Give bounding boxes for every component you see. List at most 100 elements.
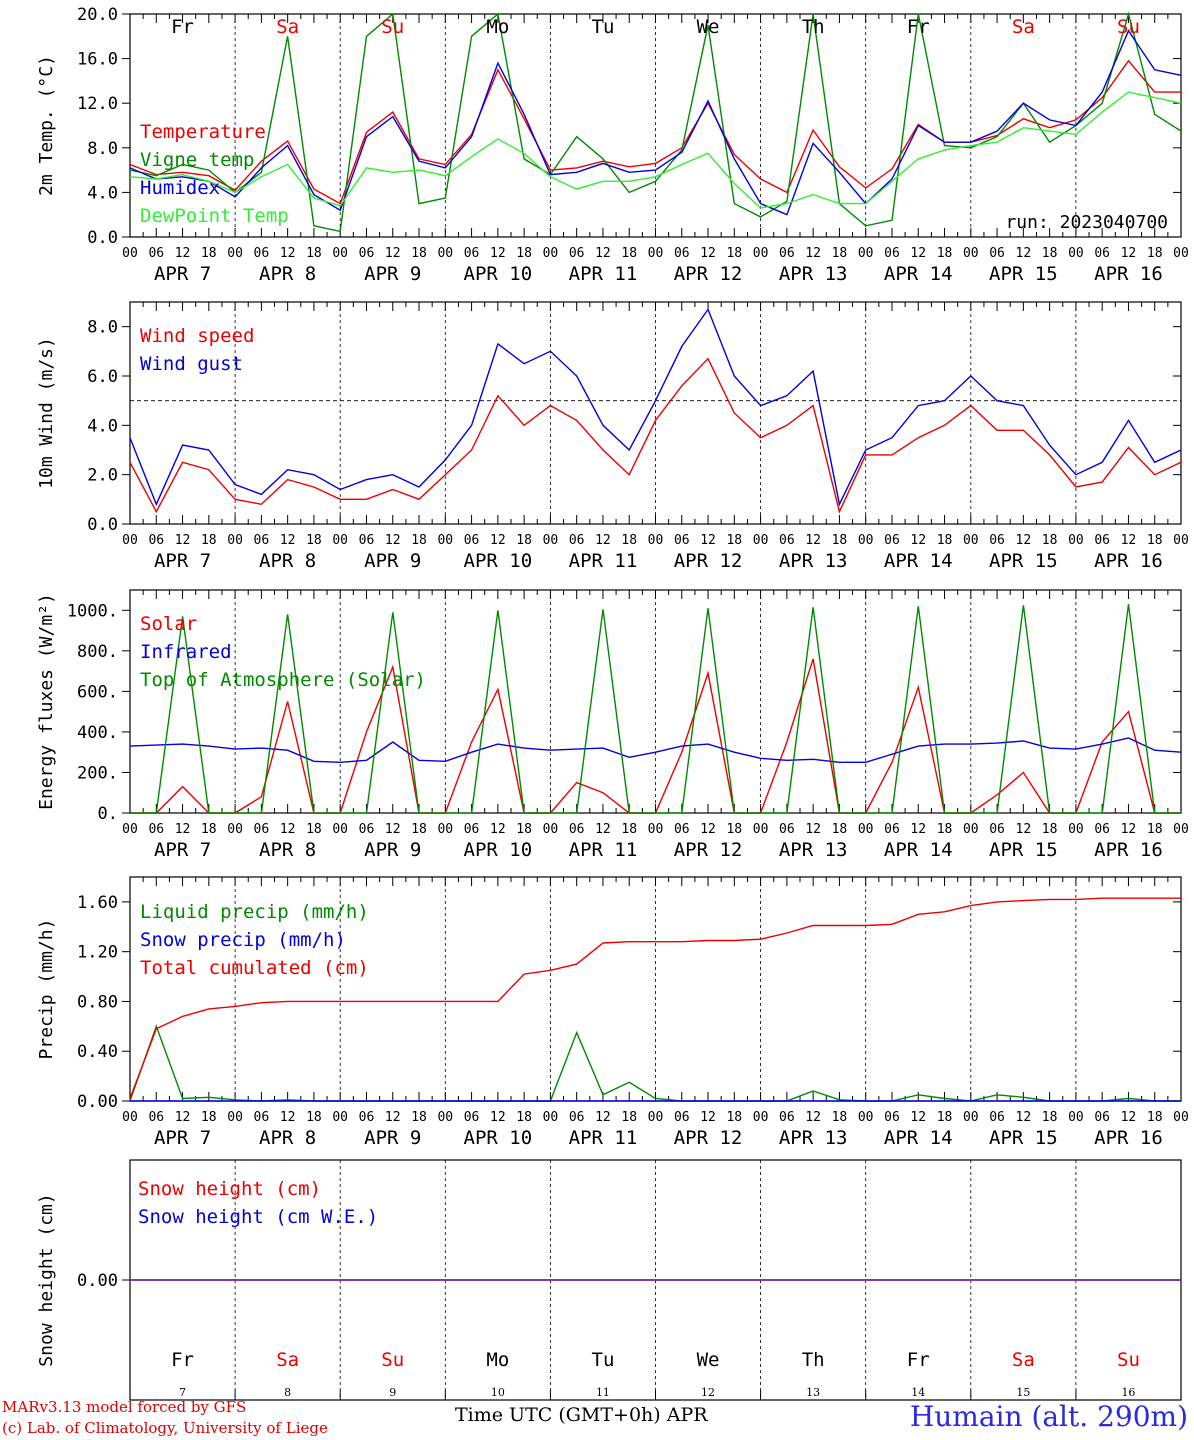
date-label: APR 8 [259,1127,316,1149]
hour-label: 06 [464,246,480,261]
legend-entry: Snow precip (mm/h) [140,929,346,951]
hour-label: 18 [621,246,637,261]
hour-label: 18 [201,533,217,548]
hour-label: 18 [621,1110,637,1125]
day-number-label: 9 [389,1386,396,1399]
legend-entry: Total cumulated (cm) [140,957,369,979]
hour-label: 18 [726,1110,742,1125]
hour-label: 06 [674,533,690,548]
hour-label: 18 [832,1110,848,1125]
legend-entry: Humidex [140,177,220,199]
hour-label: 00 [1173,533,1189,548]
y-tick-label: 2.0 [87,466,118,486]
hour-label: 00 [437,246,453,261]
hour-label: 12 [805,1110,821,1125]
y-axis-label: Precip (mm/h) [36,919,57,1060]
date-label: APR 15 [989,1127,1058,1149]
weekday-label: Su [381,16,404,38]
panel-2: 0.0 2.0 4.0 6.0 8.0 10m Wind (m/s) Wind speed W… [36,301,1189,572]
hour-label: 06 [1094,533,1110,548]
hour-label: 00 [858,533,874,548]
panel-frame [129,13,1182,238]
legend-entry: Infrared [140,641,232,663]
hour-label: 06 [569,822,585,837]
hour-label: 12 [280,533,296,548]
weekday-label: Th [802,1349,825,1371]
y-tick-label: 800. [77,642,118,662]
date-label: APR 7 [154,263,211,285]
y-tick-label: 0.0 [87,515,118,535]
hour-label: 18 [1042,1110,1058,1125]
hour-label: 12 [805,533,821,548]
hour-label: 06 [569,1110,585,1125]
hour-label: 12 [280,822,296,837]
hour-label: 06 [569,533,585,548]
hour-label: 12 [490,1110,506,1125]
hour-label: 00 [437,533,453,548]
date-label: APR 16 [1094,550,1163,572]
date-label: APR 8 [259,839,316,861]
legend-entry: Snow height (cm) [138,1178,321,1200]
hour-label: 00 [963,1110,979,1125]
run-annotation: run: 2023040700 [1005,212,1168,233]
y-tick-label: 0.40 [77,1042,118,1062]
hour-label: 00 [963,533,979,548]
day-number-label: 8 [284,1386,291,1399]
hour-label: 00 [753,533,769,548]
hour-label: 00 [543,1110,559,1125]
hour-label: 12 [1016,533,1032,548]
hour-label: 06 [884,246,900,261]
hour-label: 12 [700,246,716,261]
hour-label: 18 [516,1110,532,1125]
hour-label: 00 [963,246,979,261]
hour-label: 00 [1068,533,1084,548]
hour-label: 00 [227,822,243,837]
hour-label: 18 [1147,246,1163,261]
hour-label: 06 [884,1110,900,1125]
hour-label: 00 [122,822,138,837]
hour-label: 12 [910,822,926,837]
hour-label: 06 [779,246,795,261]
date-label: APR 10 [464,839,533,861]
hour-label: 18 [726,246,742,261]
date-label: APR 15 [989,839,1058,861]
weekday-label: We [697,16,720,38]
legend-entry: Solar [140,613,197,635]
weekday-label: Su [1117,16,1140,38]
hour-label: 00 [543,822,559,837]
hour-label: 06 [989,533,1005,548]
hour-label: 00 [332,533,348,548]
hour-label: 06 [148,1110,164,1125]
hour-label: 00 [753,822,769,837]
y-tick-label: 0.00 [77,1092,118,1112]
panel-1: 0.0 4.0 8.0 12.0 16.0 20.0 2m Temp. (°C) Temper… [36,5,1189,285]
hour-label: 00 [437,1110,453,1125]
weekday-label: Tu [592,1349,615,1371]
hour-label: 18 [621,822,637,837]
hour-label: 06 [254,533,270,548]
hour-label: 12 [1016,822,1032,837]
hour-label: 18 [937,1110,953,1125]
hour-label: 18 [516,533,532,548]
date-label: APR 8 [259,550,316,572]
y-tick-label: 12.0 [77,94,118,114]
hour-label: 12 [1016,1110,1032,1125]
hour-label: 18 [1147,533,1163,548]
weekday-label: Su [1117,1349,1140,1371]
hour-label: 00 [648,533,664,548]
hour-label: 12 [175,246,191,261]
hour-label: 12 [700,1110,716,1125]
weekday-label: We [697,1349,720,1371]
y-tick-label: 4.0 [87,416,118,436]
y-axis-label: 2m Temp. (°C) [36,55,57,196]
hour-label: 12 [805,246,821,261]
hour-label: 12 [805,822,821,837]
hour-label: 18 [411,1110,427,1125]
date-label: APR 11 [569,839,638,861]
legend-entry: Top of Atmosphere (Solar) [140,669,426,691]
hour-label: 12 [1121,246,1137,261]
weekday-label: Fr [907,1349,930,1371]
hour-label: 12 [595,246,611,261]
date-label: APR 13 [779,550,848,572]
hour-label: 00 [858,822,874,837]
